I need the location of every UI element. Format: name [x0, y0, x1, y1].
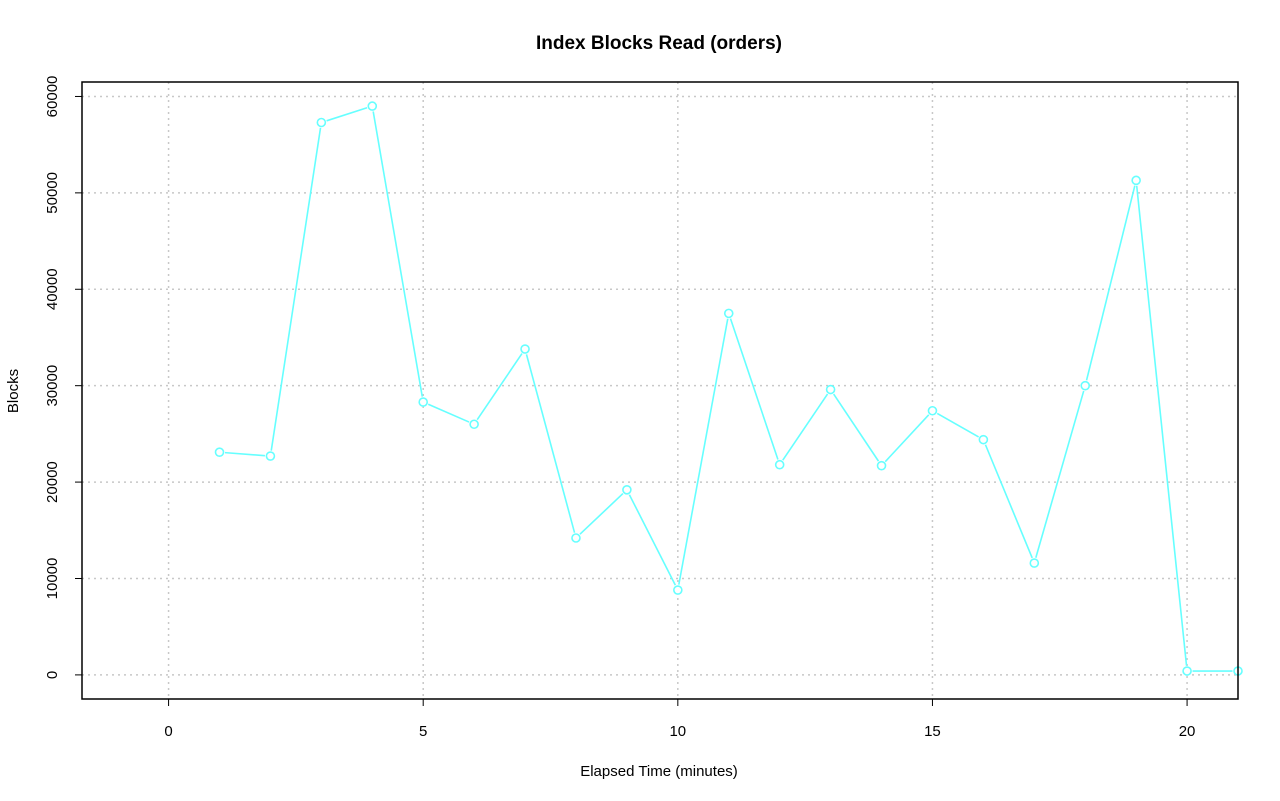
- data-point-3: [316, 117, 327, 128]
- y-axis: 0 10000 20000 30000 40000 50000 60000: [44, 76, 82, 679]
- y-tick-label: 60000: [44, 76, 61, 118]
- y-tick-label: 50000: [44, 172, 61, 214]
- x-tick-label: 10: [669, 723, 686, 740]
- data-point-15: [927, 405, 938, 416]
- series-line-segment: [270, 127, 322, 451]
- y-tick-label: 10000: [44, 558, 61, 600]
- x-axis-label: Elapsed Time (minutes): [580, 763, 738, 780]
- y-tick-label: 30000: [44, 365, 61, 407]
- plot-frame: [81, 81, 1239, 700]
- series-line-segment: [628, 494, 677, 586]
- data-point-19: [1131, 175, 1141, 186]
- chart-title: Index Blocks Read (orders): [536, 33, 782, 54]
- data-point-12: [774, 459, 785, 470]
- series-line-segment: [1085, 185, 1136, 381]
- x-tick-label: 0: [164, 723, 172, 740]
- x-tick-label: 15: [924, 723, 941, 740]
- data-point-10: [673, 585, 683, 595]
- series-line-segment: [476, 353, 523, 421]
- series-line-segment: [427, 403, 470, 423]
- data-point-1: [214, 447, 225, 458]
- y-tick-label: 20000: [44, 461, 61, 503]
- series-line-segment: [984, 444, 1033, 559]
- data-point-20: [1182, 666, 1192, 676]
- data-point-2: [265, 451, 276, 461]
- x-tick-label: 5: [419, 723, 427, 740]
- y-tick-label: 0: [44, 671, 61, 679]
- data-point-4: [367, 101, 378, 111]
- data-point-13: [825, 384, 836, 395]
- data-point-8: [571, 533, 581, 543]
- data-point-9: [622, 484, 632, 495]
- data-point-5: [418, 397, 428, 407]
- y-axis-label: Blocks: [5, 369, 22, 413]
- y-tick-label: 40000: [44, 268, 61, 310]
- series-line-segment: [1135, 185, 1188, 666]
- series-line-segment: [936, 412, 979, 438]
- series-line-segment: [579, 492, 624, 535]
- series-line-segment: [884, 414, 930, 463]
- data-point-18: [1080, 380, 1091, 391]
- x-axis: 0 5 10 15 20: [164, 699, 1195, 740]
- series-line-segment: [326, 107, 368, 122]
- series-line-segment: [832, 393, 880, 462]
- grid-lines: [82, 82, 1238, 699]
- series-line-segment: [1035, 390, 1085, 559]
- data-point-17: [1029, 558, 1040, 568]
- data-point-14: [876, 460, 887, 471]
- data-point-11: [723, 308, 734, 319]
- data-point-16: [978, 434, 989, 445]
- series-line-segment: [782, 393, 829, 461]
- series-line-segment: [372, 111, 424, 397]
- x-tick-label: 20: [1179, 723, 1196, 740]
- series-line-segment: [729, 318, 779, 460]
- series-line-segment: [224, 451, 265, 457]
- series-layer: [214, 101, 1243, 676]
- series-line-segment: [525, 354, 576, 533]
- series-line-segment: [678, 318, 729, 585]
- data-point-6: [469, 419, 479, 430]
- data-point-7: [520, 344, 530, 354]
